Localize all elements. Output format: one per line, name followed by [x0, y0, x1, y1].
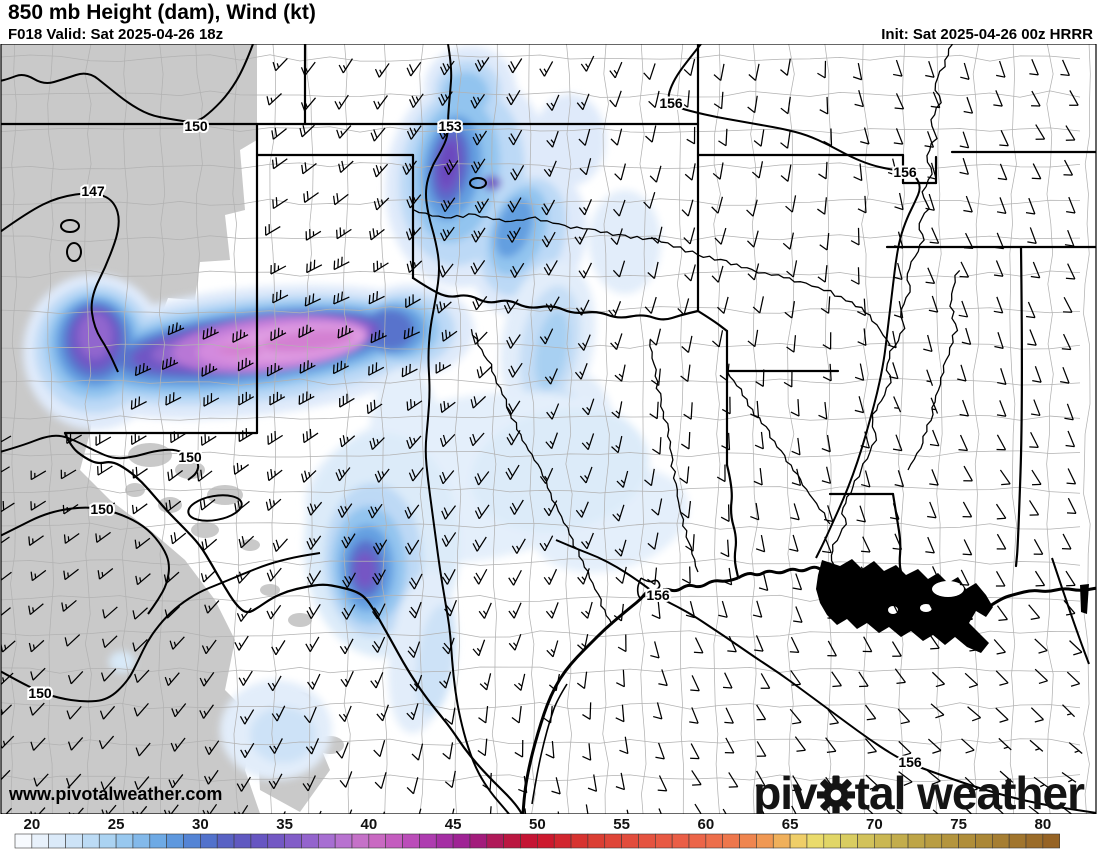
colorbar-tick: 60: [697, 816, 715, 833]
colorbar-tick: 20: [23, 816, 41, 833]
map-header: 850 mb Height (dam), Wind (kt) F018 Vali…: [0, 0, 1100, 44]
pivotal-weather-logo: piv tal weather: [753, 766, 1085, 824]
colorbar-tick: 45: [444, 816, 462, 833]
map-title: 850 mb Height (dam), Wind (kt): [8, 1, 316, 24]
colorbar-tick: 75: [950, 816, 967, 833]
colorbar-tick: 40: [360, 816, 378, 833]
logo-text-piv: piv: [753, 767, 817, 819]
contour-label: 156: [898, 754, 922, 770]
contour-label: 156: [659, 95, 683, 111]
contour-label: 153: [438, 118, 462, 134]
colorbar-tick: 55: [613, 816, 630, 833]
colorbar-tick: 50: [529, 816, 546, 833]
colorbar-tick: 30: [192, 816, 209, 833]
contour-label: 150: [184, 118, 208, 134]
colorbar-tick: 35: [276, 816, 293, 833]
watermark-url: www.pivotalweather.com: [9, 784, 223, 804]
logo-text-weather: weather: [905, 767, 1085, 819]
contour-label: 150: [90, 501, 114, 517]
colorbar-tick: 25: [107, 816, 125, 833]
init-time: Init: Sat 2025-04-26 00z HRRR: [881, 26, 1093, 43]
colorbar-tick: 70: [866, 816, 883, 833]
contour-label: 156: [646, 587, 670, 603]
colorbar: 20 25 30 35 40 45 50 55 60 65 70 75 80: [0, 814, 1100, 850]
colorbar-cells: [14, 833, 1060, 849]
logo-text-tal: tal: [854, 767, 907, 819]
contour-label: 150: [178, 449, 202, 465]
valid-time: F018 Valid: Sat 2025-04-26 18z: [8, 26, 224, 43]
contour-label: 147: [81, 183, 105, 199]
contour-label: 150: [28, 685, 52, 701]
colorbar-tick: 65: [781, 816, 799, 833]
gear-icon: [816, 770, 856, 824]
colorbar-tick: 80: [1034, 816, 1052, 833]
contour-label: 156: [893, 164, 917, 180]
